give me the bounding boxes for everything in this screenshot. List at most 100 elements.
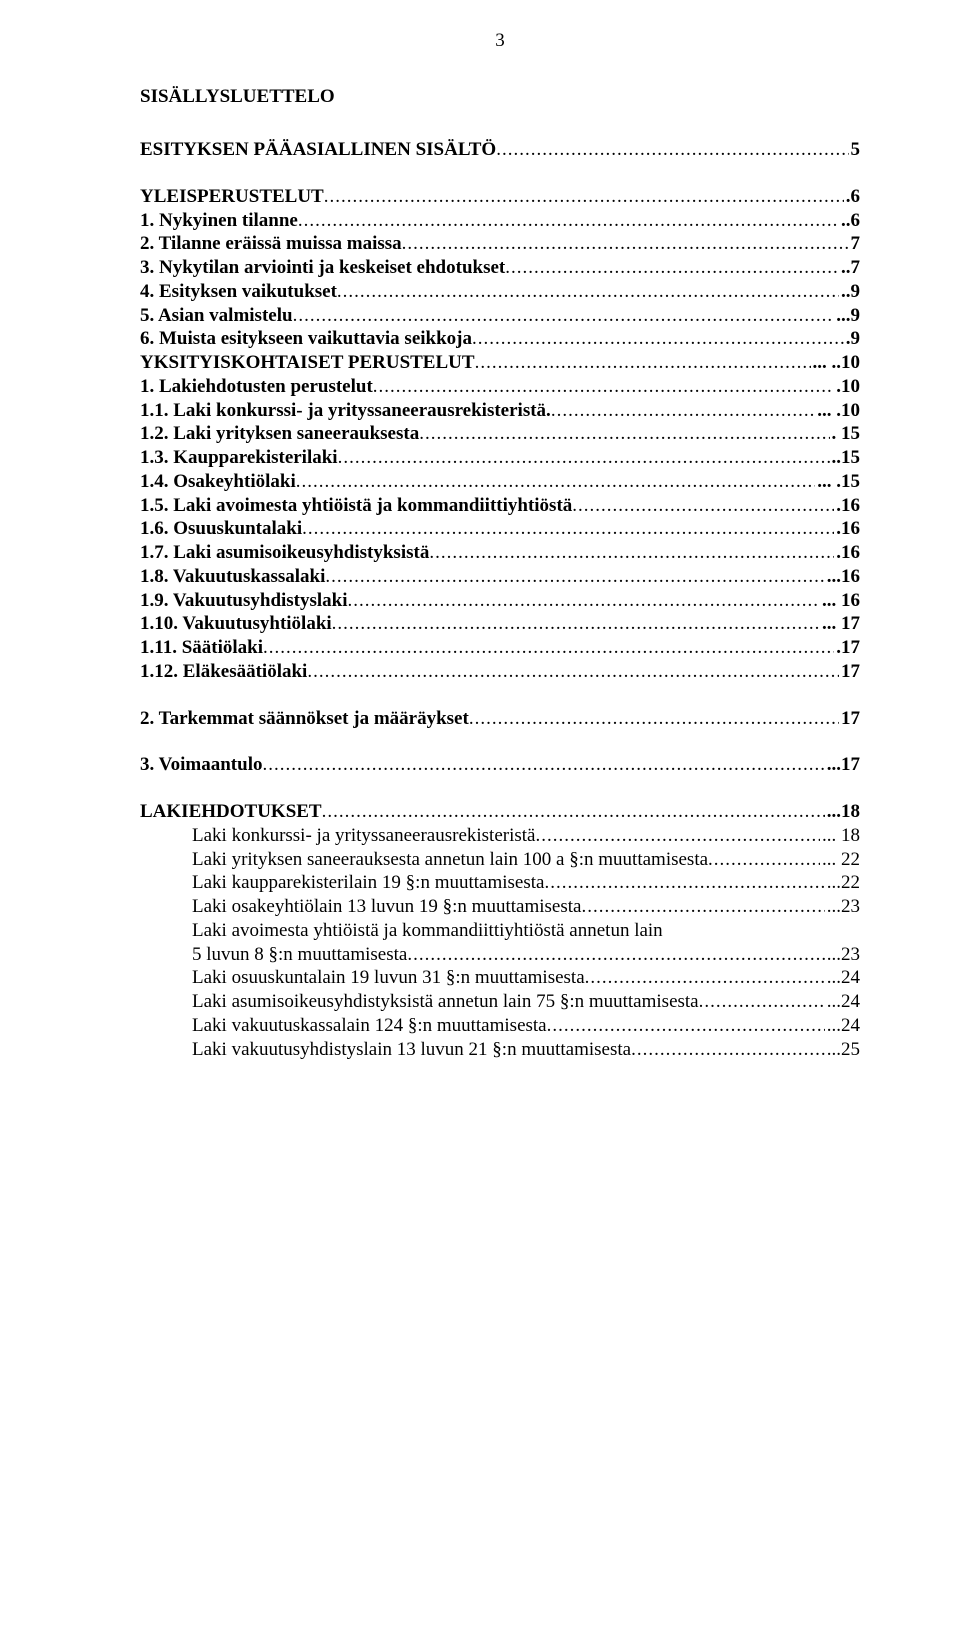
toc-entry-label: Laki yrityksen saneerauksesta annetun la… bbox=[192, 848, 708, 872]
toc-entry-page: ...17 bbox=[825, 753, 860, 777]
toc-entry-label: 1.6. Osuuskuntalaki bbox=[140, 517, 302, 541]
toc-entry-label: 1.11. Säätiölaki bbox=[140, 636, 263, 660]
toc-leader bbox=[544, 871, 824, 895]
toc-leader bbox=[708, 848, 820, 872]
toc-leader bbox=[263, 636, 834, 660]
toc-entry-page: .6 bbox=[844, 185, 860, 209]
toc-entry: 5 luvun 8 §:n muuttamisesta...23 bbox=[140, 943, 860, 967]
toc-entry-page: . 15 bbox=[830, 422, 861, 446]
toc-entry: LAKIEHDOTUKSET ...18 bbox=[140, 800, 860, 824]
toc-leader bbox=[419, 422, 829, 446]
toc-entry-label: 1.8. Vakuutuskassalaki bbox=[140, 565, 325, 589]
toc-entry-page: ..7 bbox=[839, 256, 860, 280]
toc-entry: 1.2. Laki yrityksen saneerauksesta . 15 bbox=[140, 422, 860, 446]
toc-leader bbox=[496, 138, 848, 162]
toc-entry: 1.4. Osakeyhtiölaki... .15 bbox=[140, 470, 860, 494]
toc-entry-page: ..6 bbox=[839, 209, 860, 233]
toc-entry-page: ... 18 bbox=[820, 824, 860, 848]
toc-entry-page: ...9 bbox=[834, 304, 860, 328]
toc-entry-page: 17 bbox=[839, 707, 860, 731]
toc-leader bbox=[429, 541, 834, 565]
toc-entry-label: 1.2. Laki yrityksen saneerauksesta bbox=[140, 422, 419, 446]
document-page: 3 SISÄLLYSLUETTELO ESITYKSEN PÄÄASIALLIN… bbox=[0, 0, 960, 1635]
toc-entry-label: 1.9. Vakuutusyhdistyslaki bbox=[140, 589, 348, 613]
toc-entry-page: ...18 bbox=[825, 800, 860, 824]
toc-entry-label: 1.1. Laki konkurssi- ja yrityssaneerausr… bbox=[140, 399, 551, 423]
toc-entry: 4. Esityksen vaikutukset ..9 bbox=[140, 280, 860, 304]
toc-entry-page: ...25 bbox=[825, 1038, 860, 1062]
toc-leader bbox=[338, 446, 830, 470]
toc-entry: 1.12. Eläkesäätiölaki17 bbox=[140, 660, 860, 684]
toc-entry-label: 3. Nykytilan arviointi ja keskeiset ehdo… bbox=[140, 256, 505, 280]
toc-entry-label: 1.3. Kaupparekisterilaki bbox=[140, 446, 338, 470]
toc-entry-page: ...22 bbox=[825, 871, 860, 895]
toc-entry-page: .16 bbox=[834, 517, 860, 541]
toc-entry: Laki kaupparekisterilain 19 §:n muuttami… bbox=[140, 871, 860, 895]
toc-entry-label: Laki kaupparekisterilain 19 §:n muuttami… bbox=[192, 871, 544, 895]
toc-title: SISÄLLYSLUETTELO bbox=[140, 86, 860, 108]
toc-entry: 5. Asian valmistelu ...9 bbox=[140, 304, 860, 328]
toc-leader bbox=[535, 824, 820, 848]
toc-leader bbox=[572, 494, 834, 518]
toc-entry-label: 2. Tarkemmat säännökset ja määräykset bbox=[140, 707, 469, 731]
toc-entry-label: 2. Tilanne eräissä muissa maissa bbox=[140, 232, 402, 256]
toc-entry: 1. Lakiehdotusten perustelut.10 bbox=[140, 375, 860, 399]
toc-entry-page: ..9 bbox=[839, 280, 860, 304]
toc-entry-page: ..15 bbox=[830, 446, 861, 470]
toc-entry-label: YKSITYISKOHTAISET PERUSTELUT bbox=[140, 351, 475, 375]
toc-entry: 1.1. Laki konkurssi- ja yrityssaneerausr… bbox=[140, 399, 860, 423]
toc-entry-label: 4. Esityksen vaikutukset bbox=[140, 280, 337, 304]
toc-entry-page: ... 16 bbox=[820, 589, 860, 613]
toc-entry: ESITYKSEN PÄÄASIALLINEN SISÄLTÖ5 bbox=[140, 138, 860, 162]
toc-entry: 1.7. Laki asumisoikeusyhdistyksistä.16 bbox=[140, 541, 860, 565]
toc-entry: Laki avoimesta yhtiöistä ja kommandiitti… bbox=[140, 919, 860, 943]
toc-entry-label: Laki konkurssi- ja yrityssaneerausrekist… bbox=[192, 824, 535, 848]
toc-entry: Laki vakuutuskassalain 124 §:n muuttamis… bbox=[140, 1014, 860, 1038]
toc-leader bbox=[475, 351, 811, 375]
toc-leader bbox=[402, 232, 849, 256]
toc-entry: 1. Nykyinen tilanne..6 bbox=[140, 209, 860, 233]
toc-entry: 1.11. Säätiölaki .17 bbox=[140, 636, 860, 660]
toc-leader bbox=[307, 660, 839, 684]
toc-entry: 1.9. Vakuutusyhdistyslaki ... 16 bbox=[140, 589, 860, 613]
toc-leader bbox=[699, 990, 825, 1014]
toc-entry-page: ...24 bbox=[825, 966, 860, 990]
toc-leader bbox=[348, 589, 820, 613]
toc-entry-label: 1.12. Eläkesäätiölaki bbox=[140, 660, 307, 684]
toc-entry-page: .16 bbox=[834, 494, 860, 518]
toc-leader bbox=[337, 280, 839, 304]
toc-entry-page: ... .15 bbox=[815, 470, 860, 494]
toc-entry-label: ESITYKSEN PÄÄASIALLINEN SISÄLTÖ bbox=[140, 138, 496, 162]
toc-leader bbox=[325, 565, 824, 589]
toc-leader bbox=[293, 304, 835, 328]
toc-entry-page: .17 bbox=[834, 636, 860, 660]
toc-entry: Laki yrityksen saneerauksesta annetun la… bbox=[140, 848, 860, 872]
toc-leader bbox=[505, 256, 839, 280]
toc-entry: 1.3. Kaupparekisterilaki ..15 bbox=[140, 446, 860, 470]
toc-leader bbox=[469, 707, 839, 731]
toc-entry: Laki asumisoikeusyhdistyksistä annetun l… bbox=[140, 990, 860, 1014]
toc-leader bbox=[373, 375, 834, 399]
toc-leader bbox=[551, 399, 815, 423]
toc-entry-label: 1.5. Laki avoimesta yhtiöistä ja kommand… bbox=[140, 494, 572, 518]
toc-entry-label: 5. Asian valmistelu bbox=[140, 304, 293, 328]
toc-entry: 2. Tilanne eräissä muissa maissa7 bbox=[140, 232, 860, 256]
toc-entry: Laki vakuutusyhdistyslain 13 luvun 21 §:… bbox=[140, 1038, 860, 1062]
toc-entry: Laki osakeyhtiölain 13 luvun 19 §:n muut… bbox=[140, 895, 860, 919]
toc-entry-page: .9 bbox=[844, 327, 860, 351]
toc-entry: 2. Tarkemmat säännökset ja määräykset 17 bbox=[140, 707, 860, 731]
toc-entry: 1.10. Vakuutusyhtiölaki... 17 bbox=[140, 612, 860, 636]
toc-entry-label: 1.7. Laki asumisoikeusyhdistyksistä bbox=[140, 541, 429, 565]
toc-entry-label: Laki osakeyhtiölain 13 luvun 19 §:n muut… bbox=[192, 895, 581, 919]
toc-entry: 6. Muista esitykseen vaikuttavia seikkoj… bbox=[140, 327, 860, 351]
toc-leader bbox=[631, 1038, 825, 1062]
toc-leader bbox=[324, 185, 844, 209]
toc-leader bbox=[296, 470, 816, 494]
toc-leader bbox=[262, 753, 824, 777]
table-of-contents: ESITYKSEN PÄÄASIALLINEN SISÄLTÖ5YLEISPER… bbox=[140, 138, 860, 1061]
toc-leader bbox=[407, 943, 824, 967]
toc-entry-label: LAKIEHDOTUKSET bbox=[140, 800, 322, 824]
toc-leader bbox=[322, 800, 825, 824]
toc-entry-page: ... 17 bbox=[820, 612, 860, 636]
toc-entry: Laki konkurssi- ja yrityssaneerausrekist… bbox=[140, 824, 860, 848]
